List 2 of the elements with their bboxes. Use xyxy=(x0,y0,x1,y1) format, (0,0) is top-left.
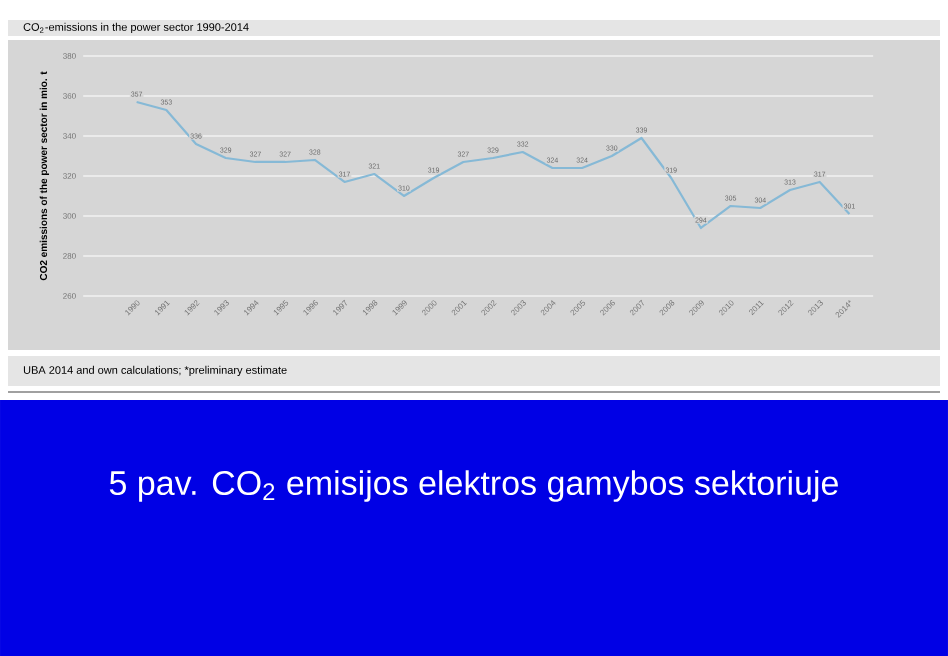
line-series xyxy=(135,100,851,230)
text: 5 pav. CO$_{2}$ emisijos elektros gamybos sektoriuje xyxy=(109,470,838,502)
